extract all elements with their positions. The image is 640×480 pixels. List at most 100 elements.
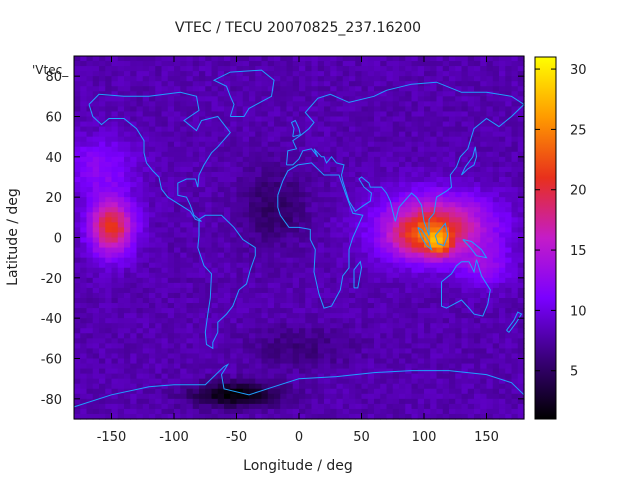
heatmap-cell	[167, 323, 175, 329]
heatmap-cell	[436, 182, 444, 188]
heatmap-cell	[255, 126, 263, 133]
heatmap-cell	[349, 247, 356, 254]
heatmap-cell	[180, 318, 188, 324]
heatmap-cell	[380, 262, 388, 269]
heatmap-cell	[92, 383, 100, 390]
heatmap-cell	[217, 257, 225, 264]
heatmap-cell	[299, 298, 306, 304]
heatmap-cell	[155, 338, 163, 344]
heatmap-cell	[480, 313, 488, 319]
heatmap-cell	[330, 101, 338, 108]
heatmap-cell	[117, 373, 125, 380]
heatmap-cell	[342, 146, 350, 153]
heatmap-cell	[105, 126, 113, 133]
heatmap-cell	[511, 378, 519, 385]
heatmap-cell	[155, 126, 163, 133]
heatmap-cell	[311, 141, 319, 148]
heatmap-cell	[342, 393, 350, 400]
heatmap-cell	[192, 277, 200, 284]
heatmap-cell	[174, 277, 181, 284]
heatmap-cell	[492, 247, 500, 254]
heatmap-cell	[299, 242, 306, 249]
heatmap-cell	[517, 151, 525, 158]
heatmap-cell	[242, 292, 250, 299]
heatmap-cell	[374, 116, 381, 123]
heatmap-cell	[274, 378, 281, 385]
heatmap-cell	[124, 393, 131, 400]
heatmap-cell	[299, 328, 306, 334]
heatmap-cell	[517, 71, 525, 77]
heatmap-cell	[92, 61, 100, 67]
heatmap-cell	[286, 171, 294, 178]
heatmap-cell	[442, 202, 450, 208]
heatmap-cell	[405, 131, 413, 138]
heatmap-cell	[436, 308, 444, 314]
heatmap-cell	[217, 272, 225, 279]
heatmap-cell	[392, 237, 400, 244]
heatmap-cell	[467, 202, 475, 208]
heatmap-cell	[417, 171, 425, 178]
heatmap-cell	[324, 182, 331, 188]
heatmap-cell	[492, 252, 500, 259]
heatmap-cell	[305, 388, 313, 395]
heatmap-cell	[299, 151, 306, 158]
heatmap-cell	[492, 232, 500, 239]
heatmap-cell	[417, 242, 425, 249]
heatmap-cell	[167, 202, 175, 208]
heatmap-cell	[155, 192, 163, 198]
heatmap-cell	[405, 202, 413, 208]
heatmap-cell	[261, 328, 269, 334]
heatmap-cell	[305, 131, 313, 138]
heatmap-cell	[505, 257, 513, 264]
heatmap-cell	[111, 161, 119, 168]
heatmap-cell	[324, 267, 331, 274]
heatmap-cell	[349, 333, 356, 339]
heatmap-cell	[311, 166, 319, 173]
heatmap-cell	[505, 292, 513, 299]
heatmap-cell	[486, 282, 494, 289]
heatmap-cell	[292, 136, 300, 143]
heatmap-cell	[80, 328, 88, 334]
heatmap-cell	[417, 368, 425, 375]
heatmap-cell	[211, 343, 219, 350]
heatmap-cell	[267, 227, 275, 234]
heatmap-cell	[336, 227, 344, 234]
heatmap-cell	[336, 131, 344, 138]
heatmap-cell	[186, 146, 194, 153]
heatmap-cell	[130, 202, 138, 208]
heatmap-cell	[330, 86, 338, 92]
heatmap-cell	[130, 91, 138, 97]
heatmap-cell	[280, 333, 288, 339]
heatmap-cell	[292, 86, 300, 92]
heatmap-cell	[149, 182, 156, 188]
heatmap-cell	[274, 353, 281, 360]
heatmap-cell	[99, 217, 106, 223]
heatmap-cell	[174, 141, 181, 148]
heatmap-cell	[336, 101, 344, 108]
heatmap-cell	[199, 373, 206, 380]
heatmap-cell	[242, 247, 250, 254]
heatmap-cell	[86, 56, 94, 62]
heatmap-cell	[92, 86, 100, 92]
heatmap-cell	[167, 116, 175, 123]
heatmap-cell	[330, 217, 338, 223]
heatmap-cell	[161, 111, 169, 118]
heatmap-cell	[167, 166, 175, 173]
heatmap-cell	[186, 151, 194, 158]
heatmap-cell	[336, 313, 344, 319]
heatmap-cell	[467, 232, 475, 239]
heatmap-cell	[511, 111, 519, 118]
heatmap-cell	[155, 222, 163, 229]
heatmap-cell	[517, 398, 525, 405]
heatmap-cell	[317, 308, 325, 314]
heatmap-cell	[430, 257, 438, 264]
heatmap-cell	[224, 192, 231, 198]
heatmap-cell	[74, 126, 81, 133]
heatmap-cell	[274, 313, 281, 319]
heatmap-cell	[430, 91, 438, 97]
heatmap-cell	[386, 328, 394, 334]
heatmap-cell	[386, 111, 394, 118]
heatmap-cell	[430, 313, 438, 319]
heatmap-cell	[380, 237, 388, 244]
heatmap-cell	[142, 383, 150, 390]
